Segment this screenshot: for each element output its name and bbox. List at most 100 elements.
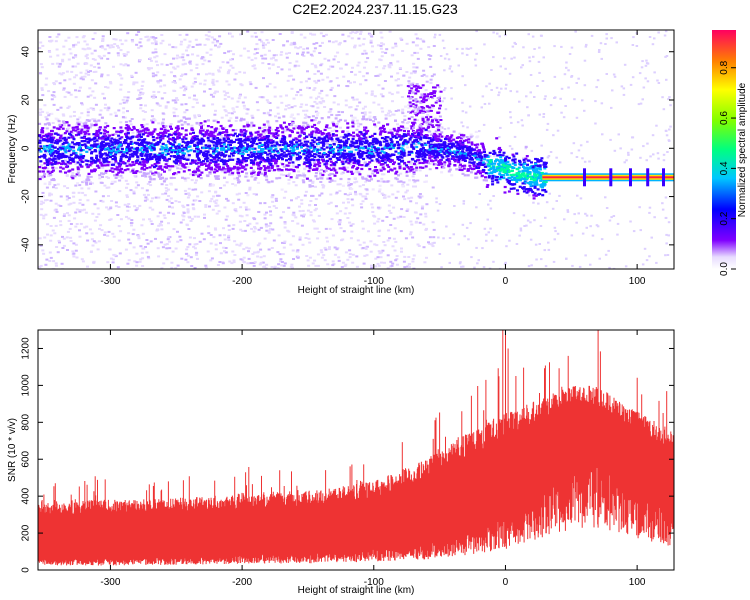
heatmap-cell — [386, 159, 390, 162]
heatmap-cell — [273, 164, 277, 167]
heatmap-cell — [173, 141, 177, 144]
heatmap-cell — [209, 242, 213, 245]
heatmap-cell — [509, 111, 512, 114]
heatmap-cell — [76, 118, 80, 121]
heatmap-cell — [43, 123, 47, 126]
heatmap-cell — [232, 134, 236, 137]
heatmap-cell — [201, 149, 205, 152]
heatmap-cell — [40, 87, 44, 90]
heatmap-cell — [490, 69, 493, 71]
heatmap-cell — [279, 138, 283, 141]
heatmap-cell — [367, 144, 371, 147]
heatmap-cell — [358, 44, 362, 47]
heatmap-cell — [196, 145, 200, 148]
heatmap-cell — [230, 35, 234, 38]
heatmap-cell — [374, 75, 378, 77]
heatmap-cell — [136, 207, 139, 209]
heatmap-cell — [327, 248, 331, 251]
heatmap-cell — [209, 234, 213, 236]
heatmap-cell — [51, 229, 55, 232]
heatmap-cell — [416, 243, 420, 246]
heatmap-cell — [196, 144, 199, 147]
heatmap-cell — [202, 124, 205, 127]
heatmap-cell — [317, 231, 321, 233]
heatmap-cell — [169, 165, 173, 168]
heatmap-cell — [40, 164, 43, 167]
heatmap-cell — [90, 124, 94, 127]
heatmap-cell — [522, 214, 526, 217]
heatmap-cell — [377, 217, 381, 220]
heatmap-cell — [228, 260, 232, 263]
heatmap-cell — [255, 43, 259, 46]
heatmap-cell — [57, 65, 61, 68]
heatmap-cell — [137, 60, 141, 63]
heatmap-cell — [139, 128, 143, 131]
heatmap-cell — [106, 124, 110, 128]
heatmap-cell — [224, 135, 228, 138]
heatmap-cell — [62, 89, 66, 91]
heatmap-cell — [288, 123, 292, 126]
heatmap-cell — [411, 41, 415, 44]
heatmap-cell — [112, 138, 116, 141]
heatmap-cell — [389, 137, 393, 140]
heatmap-cell — [40, 66, 44, 69]
heatmap-cell — [399, 37, 403, 40]
heatmap-cell — [439, 154, 443, 157]
heatmap-cell — [160, 220, 164, 223]
heatmap-cell — [243, 138, 247, 141]
heatmap-cell — [532, 55, 535, 58]
heatmap-cell — [485, 185, 489, 188]
heatmap-cell — [533, 48, 536, 50]
heatmap-cell — [138, 161, 142, 164]
heatmap-cell — [539, 34, 543, 37]
heatmap-cell — [126, 110, 129, 113]
heatmap-cell — [377, 235, 381, 237]
heatmap-cell — [450, 70, 454, 73]
heatmap-cell — [269, 147, 273, 151]
heatmap-cell — [394, 240, 398, 243]
heatmap-cell — [309, 32, 313, 35]
heatmap-cell — [107, 142, 111, 145]
heatmap-cell — [239, 54, 243, 57]
heatmap-cell — [211, 80, 215, 83]
heatmap-cell — [465, 149, 469, 152]
heatmap-cell — [407, 104, 411, 107]
heatmap-cell — [370, 92, 374, 95]
heatmap-cell — [177, 201, 181, 203]
heatmap-cell — [525, 224, 528, 227]
heatmap-cell — [170, 261, 174, 264]
heatmap-cell — [336, 51, 340, 54]
heatmap-cell — [233, 240, 237, 243]
heatmap-cell — [72, 191, 76, 194]
heatmap-cell — [99, 161, 103, 164]
heatmap-cell — [322, 254, 326, 257]
heatmap-cell — [377, 190, 381, 193]
heatmap-cell — [401, 50, 405, 52]
heatmap-cell — [383, 161, 387, 164]
heatmap-cell — [148, 206, 152, 209]
heatmap-cell — [386, 112, 390, 115]
heatmap-cell — [315, 114, 319, 117]
heatmap-cell — [318, 44, 322, 47]
heatmap-cell — [402, 260, 406, 263]
heatmap-cell — [133, 260, 137, 263]
heatmap-cell — [234, 129, 238, 132]
heatmap-cell — [52, 186, 55, 189]
heatmap-cell — [339, 210, 343, 213]
heatmap-cell — [374, 265, 378, 268]
heatmap-cell — [235, 193, 239, 196]
heatmap-cell — [528, 56, 531, 59]
heatmap-cell — [344, 136, 348, 139]
heatmap-cell — [357, 125, 361, 128]
heatmap-cell — [319, 64, 323, 67]
heatmap-cell — [443, 152, 447, 155]
heatmap-cell — [527, 114, 530, 117]
heatmap-cell — [245, 246, 249, 249]
heatmap-cell — [544, 163, 548, 166]
heatmap-cell — [112, 235, 116, 238]
heatmap-cell — [521, 163, 525, 166]
heatmap-cell — [284, 108, 288, 111]
heatmap-cell — [243, 135, 247, 138]
heatmap-cell — [124, 127, 128, 130]
heatmap-cell — [420, 135, 424, 137]
